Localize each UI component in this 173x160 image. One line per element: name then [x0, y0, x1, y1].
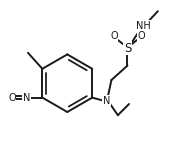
Text: NH: NH	[136, 21, 151, 31]
Text: N: N	[23, 93, 30, 103]
Text: O: O	[8, 93, 16, 103]
Text: O: O	[110, 31, 118, 41]
Text: N: N	[103, 96, 110, 106]
Text: S: S	[124, 41, 131, 55]
Text: O: O	[137, 31, 145, 41]
